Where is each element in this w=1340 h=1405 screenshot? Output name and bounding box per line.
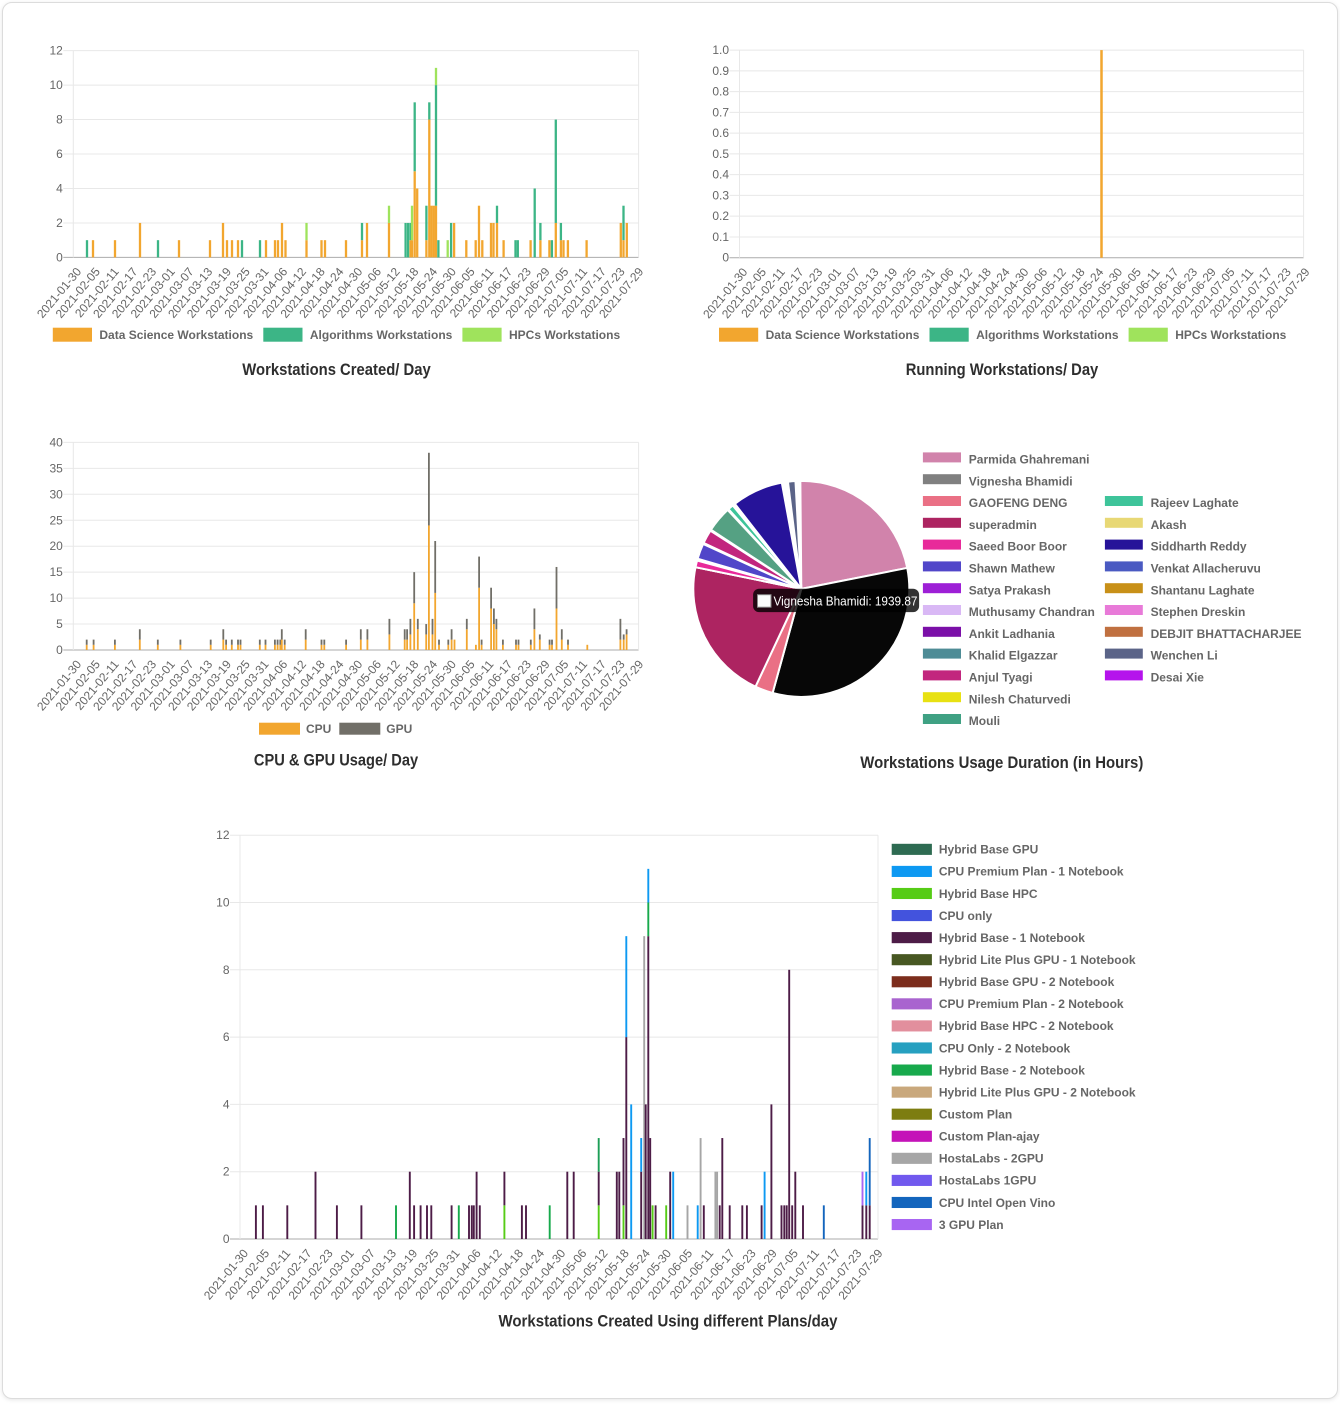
svg-text:2: 2 (223, 1165, 230, 1179)
svg-text:Hybrid Base HPC - 2 Notebook: Hybrid Base HPC - 2 Notebook (939, 1019, 1114, 1033)
svg-text:Custom Plan: Custom Plan (939, 1107, 1012, 1121)
svg-text:Shantanu Laghate: Shantanu Laghate (1151, 583, 1255, 597)
svg-text:0.8: 0.8 (712, 85, 729, 99)
svg-text:CPU only: CPU only (939, 909, 993, 923)
svg-text:Hybrid Base GPU: Hybrid Base GPU (939, 843, 1038, 857)
svg-text:5: 5 (56, 617, 63, 631)
svg-text:6: 6 (223, 1030, 230, 1044)
svg-text:0.2: 0.2 (712, 209, 729, 223)
svg-text:0.7: 0.7 (712, 105, 729, 119)
svg-text:HPCs Workstations: HPCs Workstations (509, 328, 620, 342)
svg-text:4: 4 (56, 181, 63, 195)
svg-text:Ankit Ladhania: Ankit Ladhania (969, 627, 1055, 641)
svg-text:10: 10 (49, 591, 63, 605)
svg-text:Nilesh Chaturvedi: Nilesh Chaturvedi (969, 692, 1071, 706)
svg-text:10: 10 (49, 78, 63, 92)
svg-text:0.4: 0.4 (712, 168, 729, 182)
svg-text:HPCs Workstations: HPCs Workstations (1175, 328, 1286, 342)
svg-text:0: 0 (56, 643, 63, 657)
svg-text:Saeed Boor Boor: Saeed Boor Boor (969, 540, 1067, 554)
svg-text:8: 8 (223, 963, 230, 977)
svg-text:40: 40 (49, 435, 63, 449)
svg-text:DEBJIT BHATTACHARJEE: DEBJIT BHATTACHARJEE (1151, 627, 1302, 641)
svg-text:0.6: 0.6 (712, 126, 729, 140)
svg-text:Hybrid Lite Plus GPU - 1 Noteb: Hybrid Lite Plus GPU - 1 Notebook (939, 953, 1136, 967)
svg-text:0.9: 0.9 (712, 64, 729, 78)
svg-text:Data Science Workstations: Data Science Workstations (99, 328, 253, 342)
svg-text:Data Science Workstations: Data Science Workstations (766, 328, 920, 342)
svg-text:Vignesha Bhamidi: Vignesha Bhamidi (969, 474, 1073, 488)
svg-text:Hybrid Base - 2 Notebook: Hybrid Base - 2 Notebook (939, 1063, 1085, 1077)
svg-text:Wenchen Li: Wenchen Li (1151, 649, 1218, 663)
svg-text:10: 10 (216, 896, 230, 910)
svg-text:1.0: 1.0 (712, 43, 729, 57)
svg-text:4: 4 (223, 1097, 230, 1111)
svg-text:CPU Only - 2 Notebook: CPU Only - 2 Notebook (939, 1041, 1071, 1055)
svg-text:Hybrid Base GPU - 2 Notebook: Hybrid Base GPU - 2 Notebook (939, 975, 1115, 989)
svg-text:Venkat Allacheruvu: Venkat Allacheruvu (1151, 562, 1261, 576)
svg-text:superadmin: superadmin (969, 518, 1037, 532)
svg-text:Algorithms Workstations: Algorithms Workstations (310, 328, 453, 342)
svg-text:HostaLabs 1GPU: HostaLabs 1GPU (939, 1174, 1036, 1188)
svg-text:0.1: 0.1 (712, 230, 729, 244)
svg-text:0.3: 0.3 (712, 188, 729, 202)
svg-text:3 GPU Plan: 3 GPU Plan (939, 1218, 1004, 1232)
svg-text:8: 8 (56, 113, 63, 127)
svg-text:12: 12 (216, 828, 230, 842)
svg-text:30: 30 (49, 487, 63, 501)
svg-text:Muthusamy Chandran: Muthusamy Chandran (969, 605, 1095, 619)
svg-text:Parmida Ghahremani: Parmida Ghahremani (969, 453, 1090, 467)
svg-text:20: 20 (49, 539, 63, 553)
svg-text:Hybrid Lite Plus GPU - 2 Noteb: Hybrid Lite Plus GPU - 2 Notebook (939, 1085, 1136, 1099)
svg-text:HostaLabs - 2GPU: HostaLabs - 2GPU (939, 1152, 1044, 1166)
svg-text:Hybrid Base - 1 Notebook: Hybrid Base - 1 Notebook (939, 931, 1085, 945)
svg-text:Siddharth Reddy: Siddharth Reddy (1151, 540, 1247, 554)
svg-text:Running Workstations/ Day: Running Workstations/ Day (906, 360, 1099, 379)
svg-text:GPU: GPU (386, 722, 412, 736)
svg-text:Vignesha Bhamidi: 1939.87: Vignesha Bhamidi: 1939.87 (774, 593, 918, 608)
svg-text:Algorithms Workstations: Algorithms Workstations (976, 328, 1119, 342)
svg-text:Shawn Mathew: Shawn Mathew (969, 562, 1056, 576)
svg-text:Desai Xie: Desai Xie (1151, 671, 1205, 685)
svg-text:Workstations Created Using dif: Workstations Created Using different Pla… (499, 1312, 838, 1331)
svg-text:0.5: 0.5 (712, 147, 729, 161)
svg-text:Satya Prakash: Satya Prakash (969, 583, 1051, 597)
svg-text:Stephen Dreskin: Stephen Dreskin (1151, 605, 1246, 619)
svg-text:12: 12 (49, 44, 63, 58)
svg-text:Hybrid Base HPC: Hybrid Base HPC (939, 887, 1038, 901)
svg-text:0: 0 (223, 1232, 230, 1246)
svg-text:6: 6 (56, 147, 63, 161)
svg-text:Mouli: Mouli (969, 714, 1000, 728)
svg-text:15: 15 (49, 565, 63, 579)
svg-text:Rajeev Laghate: Rajeev Laghate (1151, 496, 1239, 510)
svg-text:CPU: CPU (306, 722, 331, 736)
svg-text:Khalid Elgazzar: Khalid Elgazzar (969, 649, 1058, 663)
svg-text:GAOFENG DENG: GAOFENG DENG (969, 496, 1068, 510)
svg-text:CPU & GPU Usage/ Day: CPU & GPU Usage/ Day (254, 751, 419, 770)
svg-text:Workstations Created/ Day: Workstations Created/ Day (242, 360, 431, 379)
svg-text:0: 0 (722, 251, 729, 265)
svg-text:25: 25 (49, 513, 63, 527)
svg-text:CPU Premium Plan - 2 Notebook: CPU Premium Plan - 2 Notebook (939, 997, 1124, 1011)
svg-text:Custom Plan-ajay: Custom Plan-ajay (939, 1130, 1040, 1144)
svg-text:CPU Intel Open Vino: CPU Intel Open Vino (939, 1196, 1055, 1210)
svg-text:Akash: Akash (1151, 518, 1187, 532)
svg-text:2: 2 (56, 216, 63, 230)
svg-text:Workstations Usage Duration (i: Workstations Usage Duration (in Hours) (860, 753, 1143, 772)
svg-text:Anjul Tyagi: Anjul Tyagi (969, 671, 1033, 685)
svg-text:CPU Premium Plan - 1 Notebook: CPU Premium Plan - 1 Notebook (939, 865, 1124, 879)
svg-text:35: 35 (49, 461, 63, 475)
svg-text:0: 0 (56, 250, 63, 264)
